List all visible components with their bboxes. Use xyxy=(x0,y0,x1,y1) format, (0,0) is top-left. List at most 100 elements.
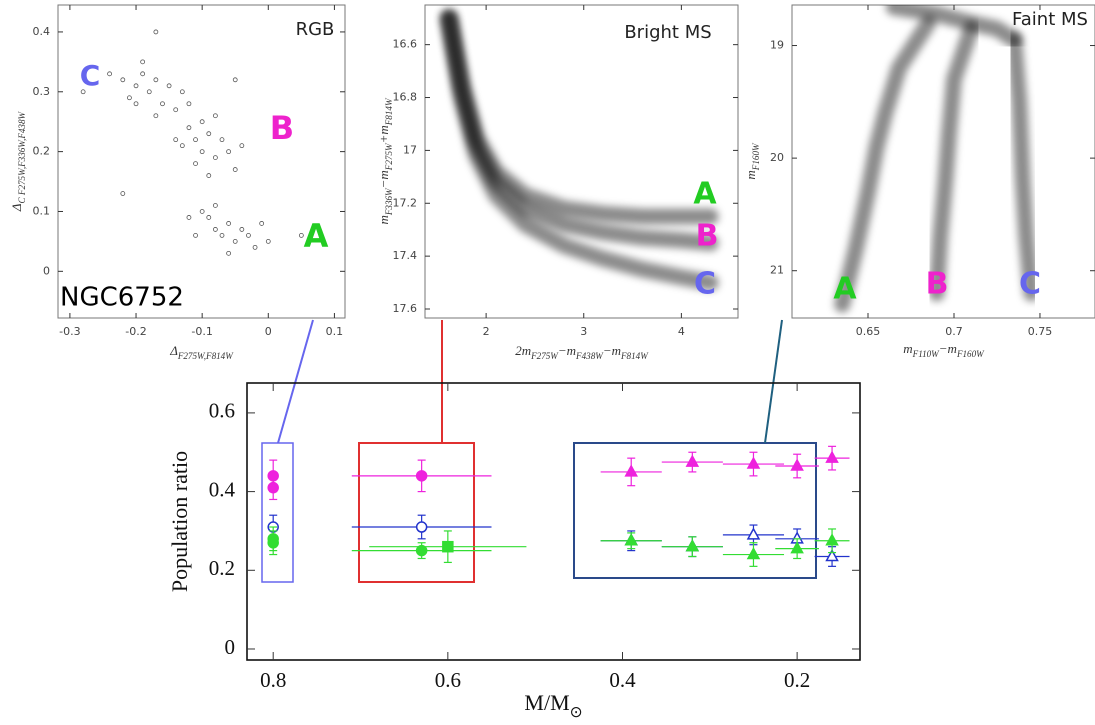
panel-label: B xyxy=(926,267,949,302)
axis-label: Population ratio xyxy=(167,451,192,592)
axis-label: ΔF275W,F814W xyxy=(169,343,234,361)
point xyxy=(186,125,192,131)
plot-frame xyxy=(791,4,1095,319)
density-ridge xyxy=(928,20,980,302)
axis-label: ΔC F275W,F336W,F438W xyxy=(9,110,27,212)
point xyxy=(179,143,185,149)
plot-frame xyxy=(424,4,739,319)
point xyxy=(259,221,265,226)
connector xyxy=(277,319,314,444)
density-ridge xyxy=(834,15,937,313)
panel-label: Bright MS xyxy=(624,22,711,43)
point xyxy=(140,59,146,65)
plot-frame xyxy=(246,382,861,661)
axis-label-subscript: F275W xyxy=(384,142,394,171)
y-tick-label: 16.8 xyxy=(393,91,418,104)
panel-label: A xyxy=(693,177,717,212)
axis-label-subscript: F438W xyxy=(575,351,604,361)
axis-label-text: −m xyxy=(603,343,621,358)
panel-label: C xyxy=(1019,267,1041,302)
panel-label: B xyxy=(270,109,294,147)
axis-label-text: −m xyxy=(376,170,391,188)
density-ridge xyxy=(1006,31,1040,302)
axis-label: M/M⊙ xyxy=(524,690,582,721)
x-tick-label: 0.4 xyxy=(609,668,636,692)
point xyxy=(179,89,185,95)
x-tick-label: 0 xyxy=(265,325,272,338)
point xyxy=(199,209,205,214)
x-tick-label: 0.2 xyxy=(784,668,810,692)
x-tick-label: 0.1 xyxy=(326,325,344,338)
y-tick-label: 0.2 xyxy=(33,145,51,158)
point xyxy=(146,89,152,95)
point xyxy=(415,544,428,557)
point xyxy=(186,215,192,220)
point xyxy=(199,149,205,155)
point xyxy=(624,533,638,546)
axis-label-text: M/M xyxy=(524,690,569,715)
point xyxy=(226,221,232,226)
point xyxy=(173,137,179,143)
axis-label: mF336W−mF275W+mF814W xyxy=(376,97,394,224)
point xyxy=(232,167,238,172)
point xyxy=(239,227,245,232)
y-tick-label: 0.2 xyxy=(209,556,235,580)
point xyxy=(746,546,761,560)
y-tick-label: 19 xyxy=(770,39,784,52)
x-tick-label: 0.6 xyxy=(435,668,461,692)
panel-label: C xyxy=(694,267,716,302)
panel-label: A xyxy=(833,272,857,307)
point xyxy=(133,101,139,107)
panel-label: RGB xyxy=(296,19,335,40)
point xyxy=(206,131,212,137)
point xyxy=(746,456,761,469)
point xyxy=(624,464,638,477)
axis-label-subscript: C F275W,F336W,F438W xyxy=(17,110,27,203)
x-tick-label: 2 xyxy=(483,325,490,338)
point xyxy=(193,161,198,166)
axis-label-subscript: F336W xyxy=(384,187,394,216)
panel-label: Faint MS xyxy=(1012,9,1088,30)
point xyxy=(415,521,428,533)
y-tick-label: 0.4 xyxy=(209,477,236,501)
panel-label: B xyxy=(696,219,719,254)
y-tick-label: 20 xyxy=(770,151,784,164)
x-tick-label: 4 xyxy=(678,325,685,338)
x-tick-label: 0.8 xyxy=(260,668,286,692)
point xyxy=(173,107,179,113)
y-tick-label: 17.6 xyxy=(393,302,418,315)
y-tick-label: 17 xyxy=(403,143,417,156)
point xyxy=(219,233,225,238)
panel-label: NGC6752 xyxy=(60,283,184,313)
point xyxy=(246,233,251,238)
x-tick-label: 0.75 xyxy=(1028,325,1053,338)
point xyxy=(790,458,804,471)
point xyxy=(212,155,218,161)
point xyxy=(252,244,258,250)
point xyxy=(298,233,304,238)
axis-label-text: m xyxy=(743,170,758,179)
point xyxy=(415,470,428,482)
point xyxy=(133,83,139,89)
axis-label-subscript: F160W xyxy=(956,349,985,359)
point xyxy=(212,227,218,232)
point xyxy=(267,536,279,549)
y-tick-label: 0 xyxy=(225,635,236,659)
point xyxy=(153,29,159,35)
axis-label-subscript: F275W xyxy=(530,351,559,361)
density-ridge xyxy=(441,10,719,291)
point xyxy=(160,101,165,107)
axis-label-subscript: F814W xyxy=(384,97,394,126)
point xyxy=(193,233,198,238)
point xyxy=(186,101,192,107)
axis-label-subscript: F110W xyxy=(912,349,941,359)
point xyxy=(685,454,700,467)
axis-label-text: 2m xyxy=(515,343,531,358)
point xyxy=(825,450,839,463)
y-tick-label: 0.6 xyxy=(209,399,235,423)
plot-frame xyxy=(57,4,346,319)
point xyxy=(127,95,132,101)
axis-label-subscript: F275W,F814W xyxy=(177,351,234,361)
point xyxy=(193,137,198,143)
